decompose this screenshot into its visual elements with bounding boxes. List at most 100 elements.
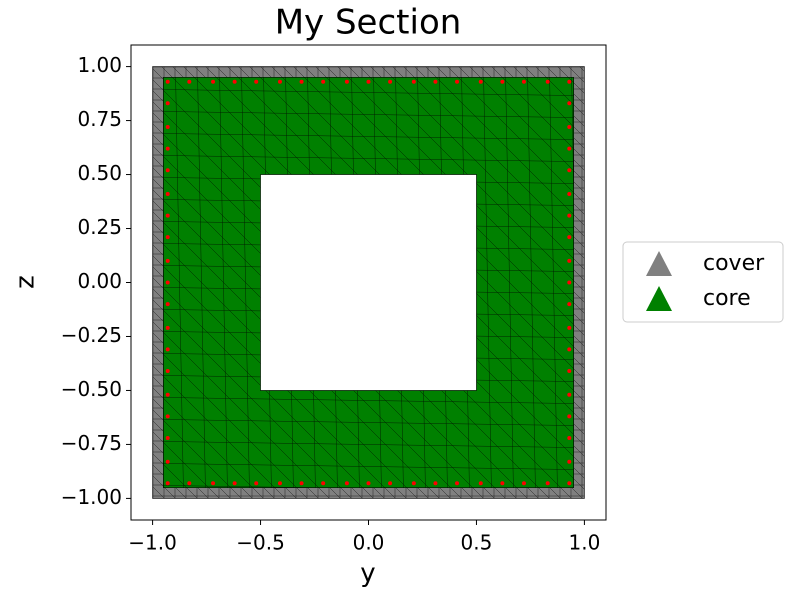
- rebar-point: [411, 79, 416, 84]
- rebar-point: [567, 392, 572, 397]
- rebar-point: [321, 79, 326, 84]
- mesh-line: [502, 66, 585, 499]
- rebar-point: [521, 79, 526, 84]
- y-tick-label: 1.00: [77, 53, 122, 77]
- mesh-line: [163, 77, 462, 488]
- mesh-line: [469, 77, 574, 488]
- rebar-point: [567, 235, 572, 240]
- y-tick-label: 0.25: [77, 215, 122, 239]
- legend-marker: [646, 286, 672, 311]
- mesh-line: [163, 77, 308, 488]
- rebar-point: [567, 213, 572, 218]
- rebar-point: [165, 168, 170, 173]
- mesh-line: [152, 66, 242, 499]
- rebar-point: [165, 258, 170, 263]
- mesh-line: [249, 77, 574, 488]
- y-tick-label: −0.25: [61, 323, 122, 347]
- mesh-line: [131, 45, 606, 52]
- y-tick-label: −0.75: [61, 431, 122, 455]
- rebar-point: [277, 481, 282, 486]
- rebar-point: [567, 302, 572, 307]
- mesh-line: [337, 77, 574, 488]
- rebar-point: [455, 481, 460, 486]
- rebar-point: [567, 125, 572, 130]
- mesh-line: [163, 77, 352, 488]
- mesh-line: [447, 77, 574, 488]
- rebar-point: [277, 79, 282, 84]
- rebar-point: [165, 392, 170, 397]
- rebar-point: [165, 101, 170, 106]
- mesh-line: [359, 77, 574, 488]
- mesh-line: [163, 132, 574, 141]
- rebar-point: [165, 435, 170, 440]
- rebar-point: [165, 146, 170, 151]
- mesh-line: [163, 77, 484, 488]
- mesh-line: [403, 77, 574, 488]
- rebar-point: [567, 280, 572, 285]
- rebar-point: [232, 481, 237, 486]
- legend-label: cover: [703, 251, 765, 276]
- rebar-point: [567, 191, 572, 196]
- mesh-line: [163, 440, 574, 449]
- rebar-point: [165, 369, 170, 374]
- rebar-point: [165, 213, 170, 218]
- rebar-point: [388, 79, 393, 84]
- mesh-line: [293, 77, 574, 488]
- mesh-line: [163, 484, 574, 488]
- x-tick-label: 1.0: [569, 531, 601, 555]
- rebar-point: [567, 347, 572, 352]
- rebar-point: [567, 414, 572, 419]
- y-tick-label: 0.75: [77, 107, 122, 131]
- rebar-point: [455, 79, 460, 84]
- mesh-line: [163, 77, 374, 488]
- rebar-point: [232, 79, 237, 84]
- x-tick-label: 0.0: [353, 531, 385, 555]
- mesh-line: [163, 77, 286, 488]
- rebar-point: [366, 481, 371, 486]
- rebar-point: [165, 414, 170, 419]
- chart-title: My Section: [275, 3, 462, 43]
- mesh-line: [163, 154, 574, 163]
- mesh-line: [163, 77, 396, 488]
- mesh-line: [425, 77, 574, 488]
- rebar-point: [344, 481, 349, 486]
- rebar-point: [500, 481, 505, 486]
- rebar-point: [211, 481, 216, 486]
- rebar-point: [321, 481, 326, 486]
- rebar-point: [433, 79, 438, 84]
- mesh-line: [131, 45, 140, 520]
- legend-marker: [646, 251, 672, 276]
- rebar-point: [165, 280, 170, 285]
- mesh-line: [491, 77, 574, 488]
- mesh-line: [163, 77, 440, 488]
- rebar-point: [187, 481, 192, 486]
- rebar-point: [165, 125, 170, 130]
- rebar-point: [478, 481, 483, 486]
- y-tick-label: 0.00: [77, 269, 122, 293]
- rebar-point: [567, 258, 572, 263]
- rebar-point: [567, 481, 572, 486]
- mesh-line: [163, 418, 574, 427]
- rebar-point: [567, 101, 572, 106]
- rebar-point: [500, 79, 505, 84]
- y-tick-label: −0.50: [61, 377, 122, 401]
- y-tick-label: 0.50: [77, 161, 122, 185]
- x-tick-label: −1.0: [128, 531, 177, 555]
- mesh-line: [315, 77, 574, 488]
- y-axis-label: z: [11, 275, 41, 289]
- rebar-point: [165, 347, 170, 352]
- rebar-point: [478, 79, 483, 84]
- rebar-point: [254, 481, 259, 486]
- rebar-point: [165, 481, 170, 486]
- mesh-line: [593, 45, 602, 520]
- rebar-point: [567, 146, 572, 151]
- rebar-point: [567, 435, 572, 440]
- rebar-point: [567, 459, 572, 464]
- rebar-point: [567, 79, 572, 84]
- y-tick-label: −1.00: [61, 485, 122, 509]
- rebar-point: [344, 79, 349, 84]
- rebar-point: [165, 191, 170, 196]
- rebar-point: [567, 168, 572, 173]
- rebar-point: [567, 369, 572, 374]
